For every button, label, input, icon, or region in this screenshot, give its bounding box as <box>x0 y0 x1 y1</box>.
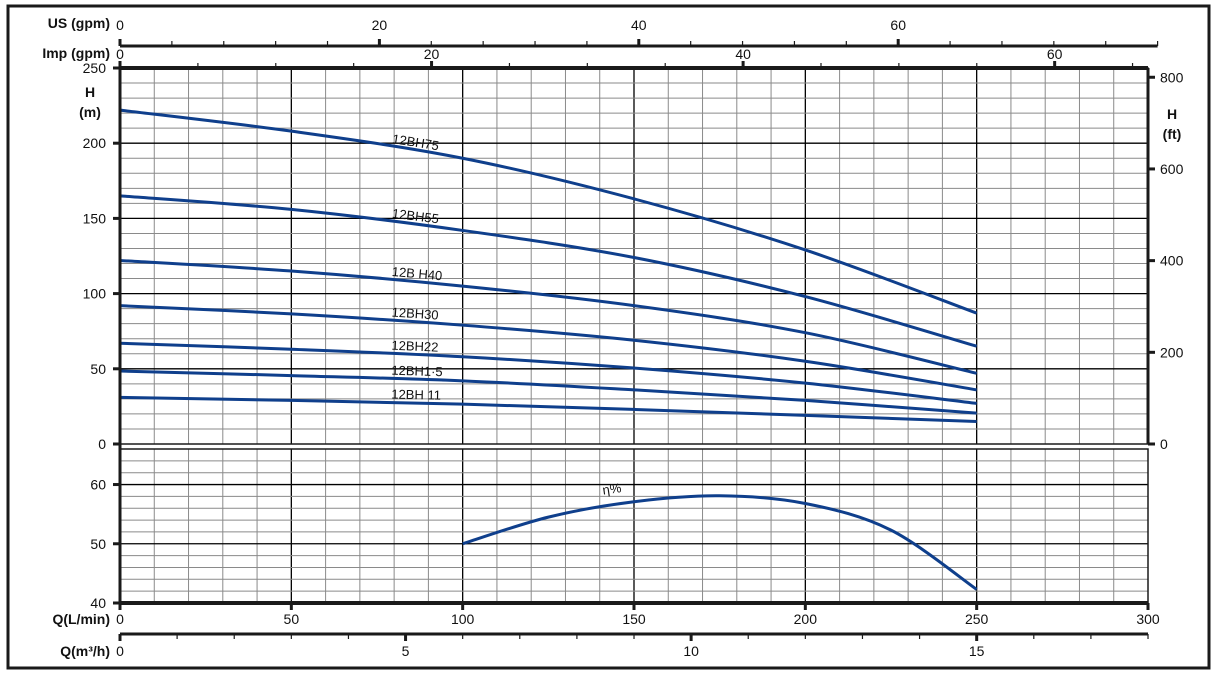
h-m-tick-label: 150 <box>83 210 107 226</box>
curve-12bh75 <box>119 108 978 315</box>
curve-12bh55 <box>119 194 978 348</box>
efficiency-tick-label: 60 <box>90 477 106 493</box>
h-m-tick-label: 100 <box>83 286 107 302</box>
h-ft-tick-label: 800 <box>1160 69 1184 85</box>
q-m3h-tick-label: 0 <box>116 643 124 659</box>
h-ft-tick-label: 200 <box>1160 344 1184 360</box>
us-gpm-tick-label: 60 <box>890 17 906 33</box>
q-lmin-label: Q(L/min) <box>52 611 110 627</box>
curve-label-12bh40: 12B H40 <box>391 264 443 283</box>
h-ft-tick-label: 0 <box>1160 436 1168 452</box>
q-lmin-tick-label: 100 <box>451 611 475 627</box>
q-lmin-tick-label: 150 <box>622 611 646 627</box>
curve-12bh11 <box>119 395 977 423</box>
imp-gpm-tick-label: 20 <box>424 46 440 62</box>
h-m-tick-label: 250 <box>83 60 107 76</box>
curve-12bh22 <box>119 341 977 405</box>
h-m-tick-label: 0 <box>98 436 106 452</box>
h-m-tick-label: 200 <box>83 135 107 151</box>
curve-label-12bh15: 12BH1·5 <box>391 363 443 380</box>
q-lmin-tick-label: 300 <box>1136 611 1160 627</box>
curve-label-efficiency: η% <box>601 480 622 498</box>
q-m3h-tick-label: 15 <box>969 643 985 659</box>
q-m3h-label: Q(m³/h) <box>60 643 110 659</box>
outer-frame <box>6 4 1211 670</box>
efficiency-tick-label: 40 <box>90 595 106 611</box>
imp-gpm-tick-label: 60 <box>1047 46 1063 62</box>
q-m3h-tick-label: 10 <box>683 643 699 659</box>
curve-label-12bh30: 12BH30 <box>391 305 439 323</box>
h-m-unit: (m) <box>79 104 101 120</box>
curve-label-12bh11: 12BH 11 <box>391 387 441 403</box>
efficiency-tick-label: 50 <box>90 536 106 552</box>
h-m-label: H <box>85 84 95 100</box>
h-ft-label: H <box>1167 106 1177 122</box>
imp-gpm-tick-label: 0 <box>116 46 124 62</box>
h-ft-unit: (ft) <box>1163 126 1182 142</box>
curve-label-12bh55: 12BH55 <box>391 206 439 227</box>
us-gpm-tick-label: 20 <box>372 17 388 33</box>
curve-label-12bh22: 12BH22 <box>391 338 439 355</box>
q-lmin-tick-label: 50 <box>284 611 300 627</box>
q-m3h-tick-label: 5 <box>402 643 410 659</box>
us-gpm-tick-label: 40 <box>631 17 647 33</box>
imp-gpm-tick-label: 40 <box>735 46 751 62</box>
h-ft-tick-label: 600 <box>1160 161 1184 177</box>
curve-12bh15 <box>119 369 977 415</box>
h-ft-tick-label: 400 <box>1160 253 1184 269</box>
curve-12bh30 <box>119 304 977 392</box>
imp-gpm-label: Imp (gpm) <box>42 45 110 61</box>
curve-label-12bh75: 12BH75 <box>391 131 440 153</box>
q-lmin-tick-label: 250 <box>965 611 989 627</box>
q-lmin-tick-label: 0 <box>116 611 124 627</box>
q-lmin-tick-label: 200 <box>794 611 818 627</box>
curve-12bh40 <box>119 259 978 375</box>
h-m-tick-label: 50 <box>90 361 106 377</box>
curve-efficiency <box>462 494 978 591</box>
us-gpm-tick-label: 0 <box>116 17 124 33</box>
us-gpm-label: US (gpm) <box>48 15 110 31</box>
